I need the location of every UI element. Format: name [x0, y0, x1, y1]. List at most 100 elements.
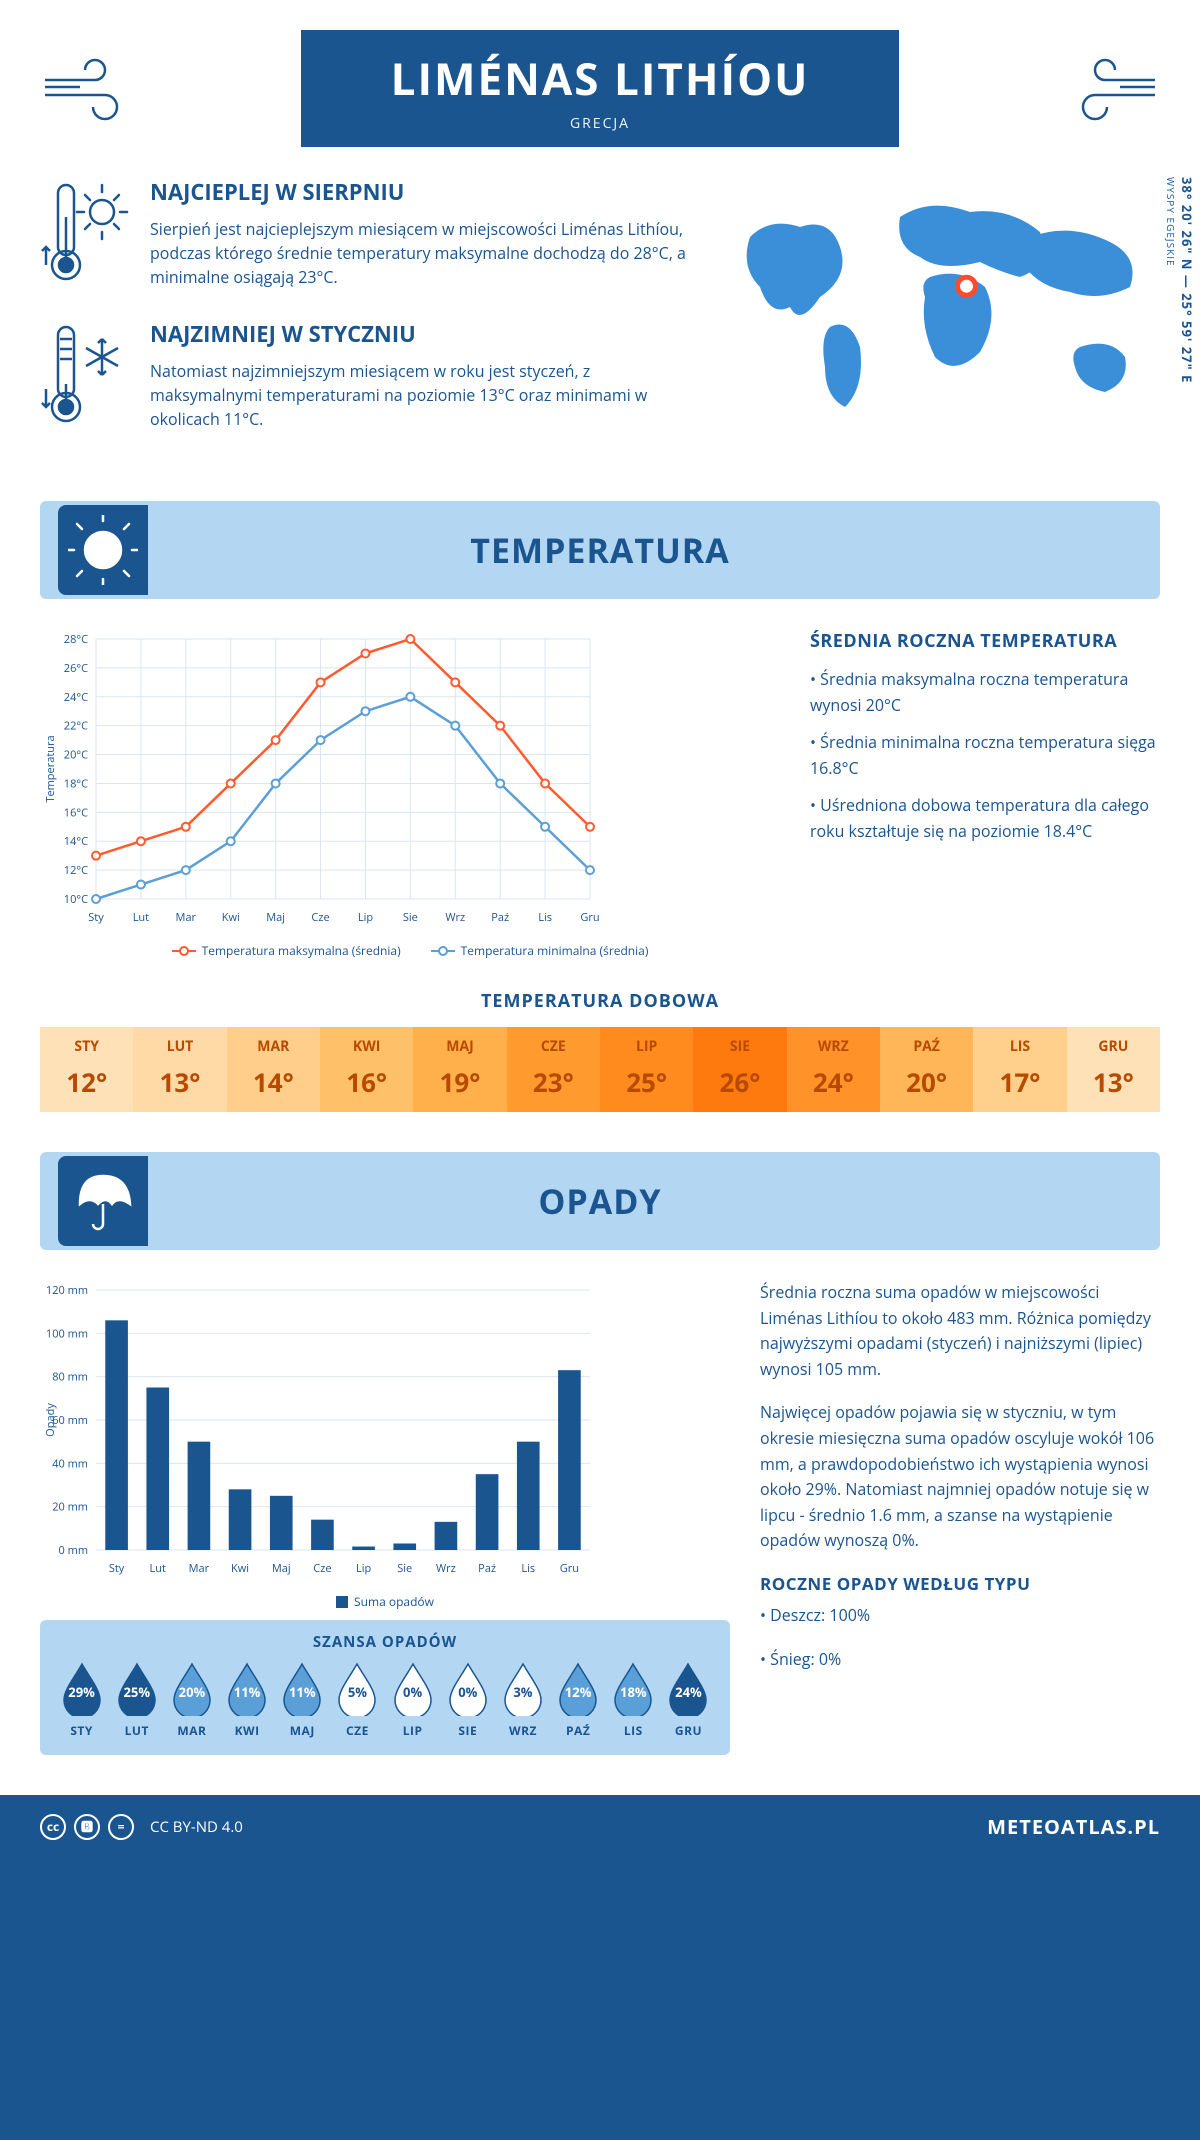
svg-text:Gru: Gru: [580, 910, 599, 925]
annual-temp-b1: • Średnia maksymalna roczna temperatura …: [810, 667, 1160, 718]
svg-text:Mar: Mar: [176, 910, 197, 925]
title-banner: LIMÉNAS LITHÍOU GRECJA: [301, 30, 900, 147]
svg-text:12°C: 12°C: [64, 863, 88, 878]
chance-item: 18% LIS: [606, 1662, 661, 1739]
nd-icon: =: [108, 1814, 134, 1840]
svg-text:Lut: Lut: [150, 1561, 166, 1576]
coordinates: 38° 20' 26" N — 25° 59' 27" E: [1178, 177, 1196, 383]
svg-text:100 mm: 100 mm: [46, 1326, 88, 1341]
svg-text:Gru: Gru: [560, 1561, 579, 1576]
country-label: GRECJA: [391, 114, 810, 133]
svg-text:22°C: 22°C: [64, 719, 88, 734]
svg-text:24°C: 24°C: [64, 690, 88, 705]
svg-text:Sty: Sty: [109, 1561, 125, 1576]
svg-text:Opady: Opady: [43, 1403, 58, 1437]
chance-item: 0% LIP: [385, 1662, 440, 1739]
svg-text:Lip: Lip: [358, 910, 374, 925]
precip-type-title: ROCZNE OPADY WEDŁUG TYPU: [760, 1572, 1160, 1595]
legend-min: Temperatura minimalna (średnia): [461, 942, 649, 959]
wind-icon: [1070, 55, 1160, 142]
precipitation-legend: Suma opadów: [40, 1593, 730, 1610]
thermometer-sun-icon: [40, 177, 130, 287]
cc-icon: cc: [40, 1814, 66, 1840]
footer: cc 🅱 = CC BY-ND 4.0 METEOATLAS.PL: [0, 1795, 1200, 1858]
precipitation-chance-box: SZANSA OPADÓW 29% STY 25% LUT 20% MAR 11…: [40, 1620, 730, 1755]
daily-temp-title: TEMPERATURA DOBOWA: [40, 989, 1160, 1013]
chance-item: 25% LUT: [109, 1662, 164, 1739]
annual-temp-b2: • Średnia minimalna roczna temperatura s…: [810, 730, 1160, 781]
legend-max: Temperatura maksymalna (średnia): [202, 942, 401, 959]
svg-text:Sty: Sty: [88, 910, 104, 925]
coldest-block: NAJZIMNIEJ W STYCZNIU Natomiast najzimni…: [40, 319, 690, 431]
temperature-banner: TEMPERATURA: [40, 501, 1160, 599]
svg-text:20 mm: 20 mm: [52, 1500, 88, 1515]
svg-text:16°C: 16°C: [64, 805, 88, 820]
chance-title: SZANSA OPADÓW: [54, 1632, 716, 1652]
chance-item: 29% STY: [54, 1662, 109, 1739]
svg-text:Mar: Mar: [189, 1561, 210, 1576]
svg-text:Cze: Cze: [311, 910, 329, 925]
svg-text:120 mm: 120 mm: [46, 1283, 88, 1298]
chance-item: 24% GRU: [661, 1662, 716, 1739]
warmest-text: Sierpień jest najcieplejszym miesiącem w…: [150, 217, 690, 289]
svg-text:Wrz: Wrz: [436, 1561, 456, 1576]
temperature-chart: 10°C 12°C 14°C 16°C 18°C 20°C 22°C 24°C 26°C 28°C…: [40, 629, 780, 959]
chance-item: 20% MAR: [164, 1662, 219, 1739]
svg-text:Kwi: Kwi: [231, 1561, 249, 1576]
chance-item: 5% CZE: [330, 1662, 385, 1739]
svg-text:Lis: Lis: [538, 910, 552, 925]
svg-text:14°C: 14°C: [64, 834, 88, 849]
by-icon: 🅱: [74, 1814, 100, 1840]
region-label: WYSPY EGEJSKIE: [1164, 177, 1178, 267]
map-panel: WYSPY EGEJSKIE 38° 20' 26" N — 25° 59' 2…: [730, 177, 1160, 461]
chance-item: 3% WRZ: [495, 1662, 550, 1739]
legend-sum: Suma opadów: [354, 1593, 434, 1610]
svg-text:10°C: 10°C: [64, 892, 88, 907]
precipitation-summary: Średnia roczna suma opadów w miejscowośc…: [760, 1280, 1160, 1755]
svg-text:18°C: 18°C: [64, 776, 88, 791]
page: LIMÉNAS LITHÍOU GRECJA: [0, 0, 1200, 1858]
svg-text:Sie: Sie: [397, 1561, 412, 1576]
wind-icon: [40, 55, 130, 142]
svg-text:28°C: 28°C: [64, 632, 88, 647]
precip-snow: • Śnieg: 0%: [760, 1647, 1160, 1673]
chance-item: 11% KWI: [220, 1662, 275, 1739]
chance-item: 12% PAŹ: [551, 1662, 606, 1739]
svg-text:Maj: Maj: [266, 910, 285, 925]
umbrella-icon: [58, 1156, 148, 1246]
coldest-text: Natomiast najzimniejszym miesiącem w rok…: [150, 359, 690, 431]
svg-text:Lip: Lip: [356, 1561, 372, 1576]
svg-text:Temperatura: Temperatura: [43, 735, 58, 802]
temperature-summary: ŚREDNIA ROCZNA TEMPERATURA • Średnia mak…: [810, 629, 1160, 959]
daily-temp-table: STYLUTMARKWIMAJCZELIPSIEWRZPAŹLISGRU12°1…: [40, 1027, 1160, 1112]
svg-text:20°C: 20°C: [64, 748, 88, 763]
svg-text:Kwi: Kwi: [222, 910, 240, 925]
svg-text:Wrz: Wrz: [445, 910, 465, 925]
svg-text:Lis: Lis: [521, 1561, 535, 1576]
precipitation-banner: OPADY: [40, 1152, 1160, 1250]
svg-text:Cze: Cze: [313, 1561, 331, 1576]
svg-text:40 mm: 40 mm: [52, 1456, 88, 1471]
annual-temp-b3: • Uśredniona dobowa temperatura dla całe…: [810, 793, 1160, 844]
precip-rain: • Deszcz: 100%: [760, 1603, 1160, 1629]
chance-item: 11% MAJ: [275, 1662, 330, 1739]
world-map-icon: [730, 177, 1160, 437]
license-label: CC BY-ND 4.0: [150, 1817, 243, 1837]
svg-text:0 mm: 0 mm: [58, 1543, 88, 1558]
precip-p2: Najwięcej opadów pojawia się w styczniu,…: [760, 1400, 1160, 1554]
coldest-title: NAJZIMNIEJ W STYCZNIU: [150, 319, 690, 349]
svg-text:Lut: Lut: [133, 910, 149, 925]
svg-text:26°C: 26°C: [64, 661, 88, 676]
temperature-legend: Temperatura maksymalna (średnia) Tempera…: [40, 942, 780, 959]
chance-item: 0% SIE: [440, 1662, 495, 1739]
location-title: LIMÉNAS LITHÍOU: [391, 48, 810, 108]
svg-text:80 mm: 80 mm: [52, 1370, 88, 1385]
svg-text:Paź: Paź: [491, 910, 509, 925]
warmest-block: NAJCIEPLEJ W SIERPNIU Sierpień jest najc…: [40, 177, 690, 289]
header: LIMÉNAS LITHÍOU GRECJA: [40, 30, 1160, 147]
brand-label: METEOATLAS.PL: [987, 1813, 1160, 1840]
thermometer-snow-icon: [40, 319, 130, 429]
precipitation-title: OPADY: [538, 1178, 661, 1224]
sun-icon: [58, 505, 148, 595]
intro-section: NAJCIEPLEJ W SIERPNIU Sierpień jest najc…: [40, 177, 1160, 461]
